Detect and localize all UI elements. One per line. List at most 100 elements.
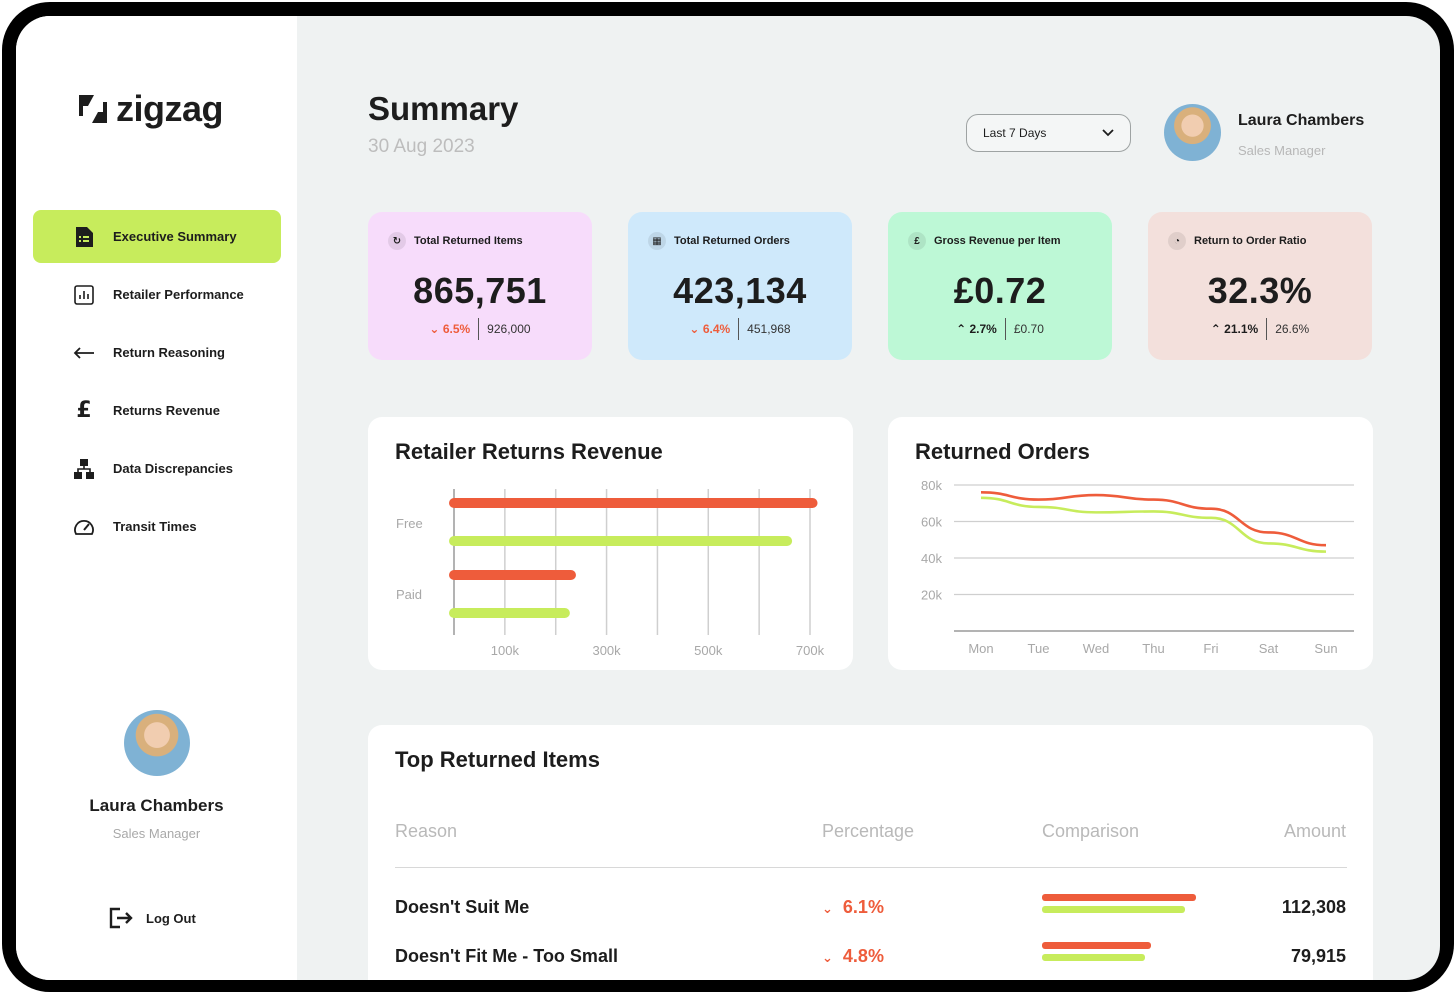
sidebar-item-label: Transit Times [113, 519, 197, 534]
column-header-comparison[interactable]: Comparison [1042, 821, 1140, 841]
column-header-amount[interactable]: Amount [1283, 821, 1346, 841]
kpi-footer: ⌃ 21.1% 26.6% [1148, 318, 1372, 340]
calendar-icon: ▦ [648, 232, 666, 250]
profile-role: Sales Manager [112, 826, 201, 841]
y-tick-label: 40k [921, 551, 942, 566]
page-date: 30 Aug 2023 [368, 136, 475, 157]
comparison-bar-current [1042, 942, 1152, 949]
kpi-change: ⌃ 2.7% [956, 322, 997, 336]
percentage-value: 6.1% [842, 897, 884, 917]
kpi-previous: 26.6% [1275, 322, 1310, 336]
sidebar-item-returns-revenue[interactable]: £ Returns Revenue [33, 384, 281, 437]
comparison-bar-previous [1042, 954, 1146, 961]
divider [1004, 318, 1006, 340]
logout-label: Log Out [146, 910, 196, 926]
y-tick-label: 60k [921, 515, 942, 530]
kpi-value: 32.3% [1207, 270, 1313, 311]
x-tick-label: 700k [796, 643, 825, 658]
comparison-bar-current [1042, 894, 1196, 901]
kpi-footer: ⌄ 6.4% 451,968 [628, 318, 852, 340]
brand-logo[interactable]: zigzag [78, 88, 224, 130]
sidebar-nav: Executive Summary Retailer Performance R… [33, 210, 281, 558]
y-tick-label: 20k [921, 588, 942, 603]
kpi-value: 865,751 [413, 270, 547, 311]
percentage-value: 4.8% [842, 946, 884, 966]
column-header-percentage[interactable]: Percentage [822, 821, 915, 841]
category-label: Free [396, 516, 423, 531]
chevron-down-icon: ⌄ [822, 950, 833, 965]
kpi-label-text: Total Returned Orders [674, 235, 790, 247]
zigzag-logo-icon [79, 95, 107, 123]
x-tick-label: Fri [1203, 641, 1218, 656]
kpi-previous: 451,968 [747, 322, 791, 336]
column-header-reason[interactable]: Reason [395, 821, 458, 841]
chart-title: Returned Orders [915, 439, 1090, 464]
kpi-label-text: Return to Order Ratio [1194, 235, 1307, 247]
table-row[interactable]: Doesn't Suit Me ⌄ 6.1% 112,308 [368, 894, 1373, 927]
table-row[interactable]: Doesn't Fit Me - Too Small ⌄ 4.8% 79,915 [368, 942, 1373, 976]
brand-name: zigzag [116, 88, 224, 129]
top-returned-items-panel: Top Returned Items Reason Percentage Com… [368, 725, 1373, 980]
sidebar-item-data-discrepancies[interactable]: Data Discrepancies [33, 442, 281, 495]
x-tick-label: 300k [592, 643, 621, 658]
kpi-change: ⌃ 21.1% [1210, 322, 1259, 336]
kpi-label-text: Gross Revenue per Item [934, 235, 1061, 247]
avatar[interactable] [123, 710, 190, 776]
kpi-label: ↻ Total Returned Items [388, 232, 523, 250]
kpi-change-value: 2.7% [969, 322, 997, 336]
kpi-card-total-returned-items[interactable]: ↻ Total Returned Items 865,751 ⌄ 6.5% 92… [368, 212, 592, 360]
return-arrow-icon [73, 342, 95, 364]
profile-name: Laura Chambers [89, 796, 224, 815]
sidebar-item-return-reasoning[interactable]: Return Reasoning [33, 326, 281, 379]
kpi-change-value: 6.4% [702, 322, 731, 336]
sidebar-profile: Laura Chambers Sales Manager [16, 710, 297, 841]
app-screen: zigzag Executive Summary Retailer Perfor… [16, 16, 1440, 980]
kpi-label: £ Gross Revenue per Item [908, 232, 1061, 250]
category-label: Paid [396, 587, 422, 602]
kpi-change: ⌄ 6.5% [429, 322, 471, 336]
divider [738, 318, 740, 340]
reason-cell: Doesn't Suit Me [395, 897, 530, 917]
sidebar-item-label: Executive Summary [113, 229, 237, 244]
logout-icon [109, 907, 133, 929]
chart-title: Retailer Returns Revenue [395, 439, 663, 464]
reason-cell: Doesn't Fit Me - Too Small [395, 946, 618, 966]
kpi-label: ◔ Return to Order Ratio [1168, 232, 1306, 250]
sidebar: zigzag Executive Summary Retailer Perfor… [16, 16, 297, 980]
hierarchy-icon [73, 458, 95, 480]
x-tick-label: 500k [694, 643, 723, 658]
header-user-name: Laura Chambers [1238, 112, 1365, 129]
sidebar-item-transit-times[interactable]: Transit Times [33, 500, 281, 553]
bar-chart: 100k 300k 500k 700k Free Paid [396, 489, 825, 658]
logout-button[interactable]: Log Out [108, 906, 196, 930]
series-line [980, 491, 1327, 547]
sidebar-item-label: Data Discrepancies [113, 461, 233, 476]
kpi-card-return-to-order-ratio[interactable]: ◔ Return to Order Ratio 32.3% ⌃ 21.1% 26… [1148, 212, 1372, 360]
kpi-previous: 926,000 [487, 322, 531, 336]
returned-orders-panel: 80k 60k 40k 20k Mon Tue Wed Thu Fri Sat Sun Return… [888, 417, 1373, 670]
percentage-cell: ⌄ 6.1% [822, 897, 884, 918]
kpi-card-gross-revenue-per-item[interactable]: £ Gross Revenue per Item £0.72 ⌃ 2.7% £0… [888, 212, 1112, 360]
sidebar-item-executive-summary[interactable]: Executive Summary [33, 210, 281, 263]
sidebar-item-label: Retailer Performance [113, 287, 244, 302]
pound-icon: £ [76, 398, 92, 423]
kpi-label-text: Total Returned Items [414, 235, 523, 247]
speedometer-icon [73, 516, 95, 538]
x-tick-label: Sat [1259, 641, 1279, 656]
x-tick-label: Mon [968, 641, 993, 656]
document-icon [73, 226, 95, 248]
bar-chart-icon [73, 284, 95, 306]
amount-cell: 79,915 [1290, 946, 1346, 966]
date-range-select[interactable]: Last 7 Days [966, 114, 1131, 152]
kpi-change-value: 6.5% [442, 322, 471, 336]
x-tick-label: Thu [1142, 641, 1164, 656]
sidebar-item-retailer-performance[interactable]: Retailer Performance [33, 268, 281, 321]
kpi-change: ⌄ 6.4% [689, 322, 731, 336]
amount-cell: 112,308 [1281, 897, 1346, 917]
page-title: Summary [368, 90, 519, 127]
chevron-down-icon: ⌄ [822, 901, 833, 916]
avatar[interactable] [1164, 104, 1221, 161]
chevron-down-icon [1102, 129, 1114, 137]
retailer-returns-revenue-panel: 100k 300k 500k 700k Free Paid Retailer Return… [368, 417, 853, 670]
kpi-card-total-returned-orders[interactable]: ▦ Total Returned Orders 423,134 ⌄ 6.4% 4… [628, 212, 852, 360]
